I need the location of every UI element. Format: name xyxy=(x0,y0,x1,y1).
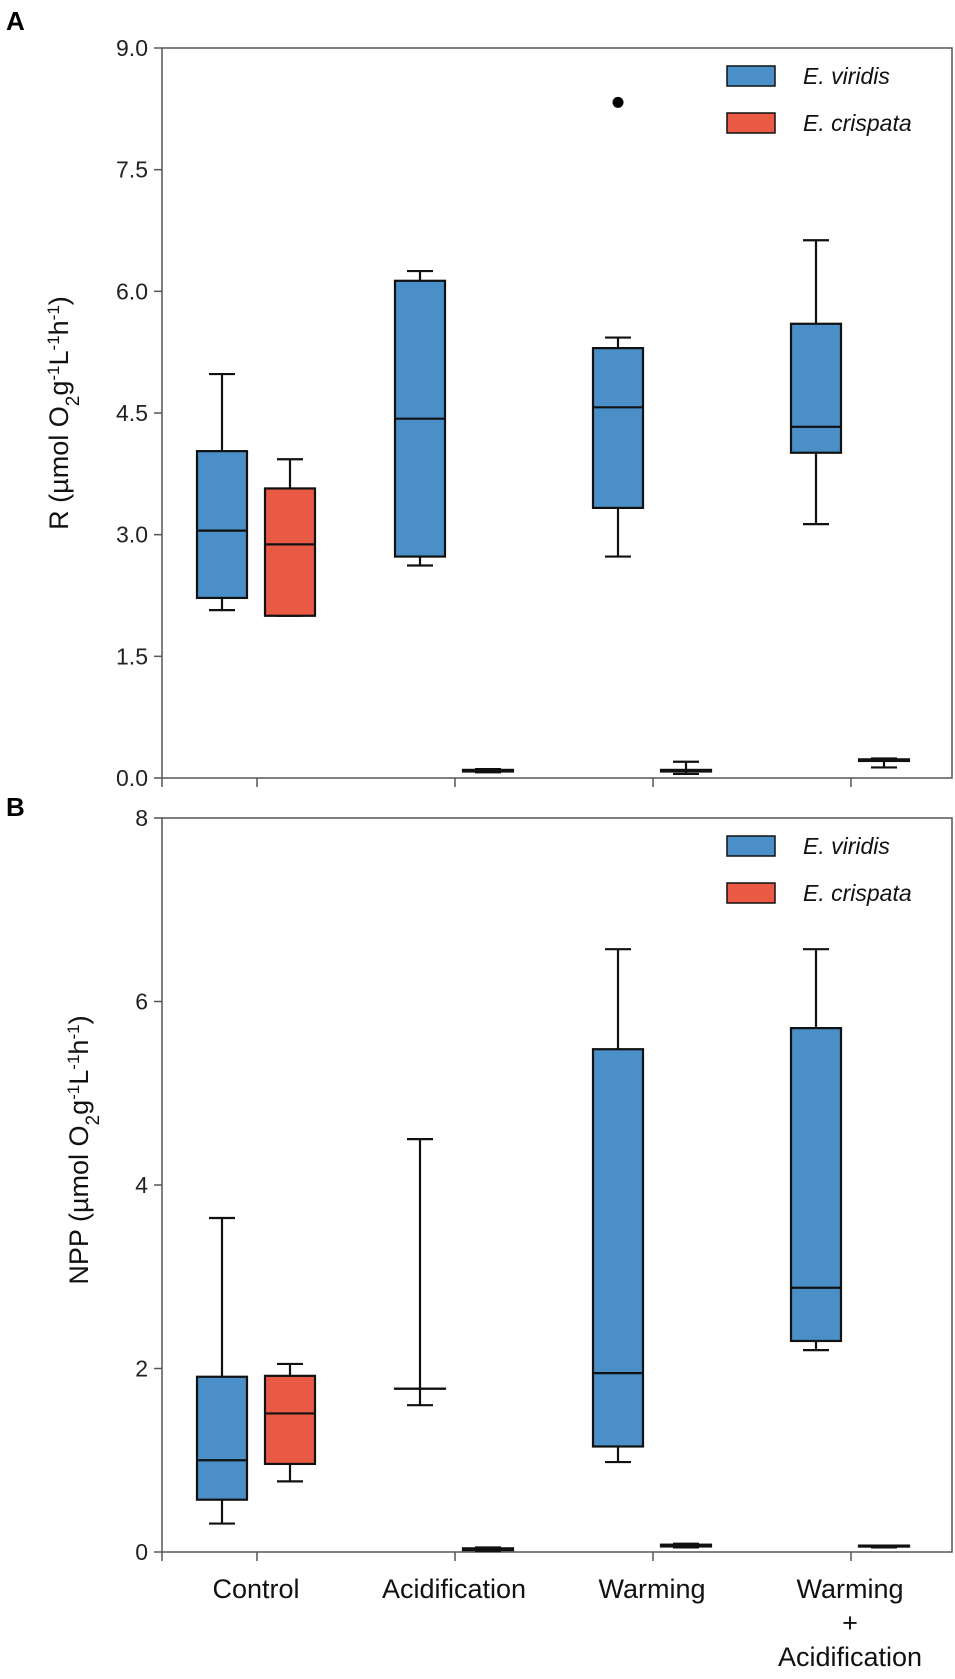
legend-label-e-crispata: E. crispata xyxy=(803,110,912,136)
y-tick-label: 4.5 xyxy=(116,400,148,426)
box-e-crispata-warming xyxy=(659,1542,713,1549)
box-e-viridis-warming-acidification xyxy=(789,239,843,526)
x-category-label: Warming xyxy=(598,1574,705,1604)
x-category-label: Control xyxy=(212,1574,299,1604)
box-e-viridis-control xyxy=(195,1216,249,1525)
box-iqr xyxy=(195,1375,249,1501)
panel-a-y-axis-title: R (µmol O2g-1L-1h-1) xyxy=(44,296,84,530)
y-tick-label: 2 xyxy=(135,1356,148,1382)
y-tick-label: 8 xyxy=(135,805,148,831)
box-e-crispata-acidification xyxy=(461,767,515,774)
y-tick-label: 1.5 xyxy=(116,643,148,669)
box-e-crispata-warming-acidification xyxy=(857,757,911,769)
legend-swatch-e-viridis xyxy=(726,65,776,87)
box-e-crispata-control xyxy=(263,1362,317,1483)
legend-label-e-crispata: E. crispata xyxy=(803,880,912,906)
box-e-crispata-acidification xyxy=(461,1546,515,1553)
y-tick-label: 6 xyxy=(135,989,148,1015)
panel-b-y-axis-title: NPP (µmol O2g-1L-1h-1) xyxy=(64,1015,104,1284)
panel-a-x-axis xyxy=(161,778,852,787)
y-tick-label: 6.0 xyxy=(116,278,148,304)
legend-label-e-viridis: E. viridis xyxy=(803,833,890,859)
panel-a-letter: A xyxy=(6,6,25,36)
panel-a-boxes xyxy=(195,96,911,776)
box-iqr xyxy=(789,322,843,454)
y-tick-label: 0 xyxy=(135,1539,148,1565)
y-tick-label: 9.0 xyxy=(116,35,148,61)
box-e-viridis-warming-acidification xyxy=(789,948,843,1352)
panel-a-chart: A 0.0 1.5 3.0 4.5 6.0 7.5 9.0 R (µmol O2g-1L-1… xyxy=(6,6,953,791)
panel-b-x-axis xyxy=(161,1552,852,1561)
box-iqr xyxy=(263,1374,317,1466)
legend-swatch-e-crispata xyxy=(726,882,776,904)
y-tick-label: 4 xyxy=(135,1172,148,1198)
y-tick-label: 3.0 xyxy=(116,522,148,548)
box-iqr xyxy=(591,1048,645,1448)
box-e-viridis-control xyxy=(195,372,249,612)
box-e-viridis-acidification xyxy=(393,269,447,567)
panel-a-y-axis: 0.0 1.5 3.0 4.5 6.0 7.5 9.0 xyxy=(116,35,162,791)
panel-b-legend: E. viridis E. crispata xyxy=(726,833,912,906)
panel-b-chart: B 0 2 4 6 8 NPP (µmol O2g-1L-1h-1) E. viridi… xyxy=(6,792,953,1672)
box-iqr xyxy=(789,1027,843,1343)
x-category-label: Acidification xyxy=(778,1642,922,1672)
x-category-label: + xyxy=(842,1608,858,1638)
legend-swatch-e-viridis xyxy=(726,835,776,857)
legend-label-e-viridis: E. viridis xyxy=(803,63,890,89)
box-iqr xyxy=(263,487,317,617)
box-e-viridis-warming xyxy=(591,96,645,558)
panel-b-boxes xyxy=(195,948,911,1553)
x-category-labels: Control Acidification Warming Warming + Acidi… xyxy=(212,1574,922,1672)
panel-b-letter: B xyxy=(6,792,25,822)
legend-swatch-e-crispata xyxy=(726,112,776,134)
outlier-point xyxy=(612,96,624,108)
box-e-crispata-warming-acidification xyxy=(857,1544,911,1549)
panel-b-y-axis: 0 2 4 6 8 xyxy=(135,805,162,1565)
x-category-label: Acidification xyxy=(382,1574,526,1604)
box-e-crispata-warming xyxy=(659,760,713,776)
box-e-viridis-acidification xyxy=(393,1138,447,1407)
box-e-crispata-control xyxy=(263,458,317,617)
box-iqr xyxy=(591,347,645,510)
box-iqr xyxy=(195,450,249,600)
y-tick-label: 0.0 xyxy=(116,765,148,791)
box-e-viridis-warming xyxy=(591,948,645,1464)
y-tick-label: 7.5 xyxy=(116,157,148,183)
panel-a-legend: E. viridis E. crispata xyxy=(726,63,912,136)
x-category-label: Warming xyxy=(796,1574,903,1604)
